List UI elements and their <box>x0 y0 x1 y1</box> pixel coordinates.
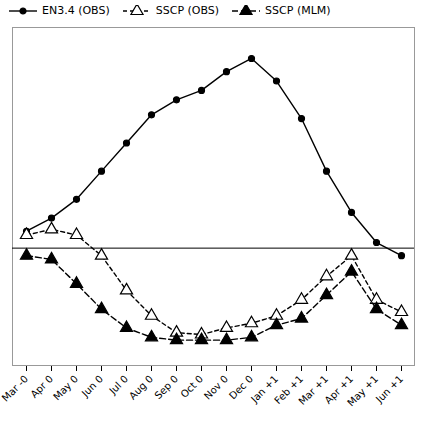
html-text:SSCP (MLM): SSCP (MLM) <box>265 4 331 17</box>
svg-text:Aug 0: Aug 0 <box>127 373 155 401</box>
svg-text:Sep 0: Sep 0 <box>152 373 180 401</box>
svg-text:May 0: May 0 <box>51 373 80 402</box>
svg-text:Feb +1: Feb +1 <box>272 373 306 407</box>
svg-text:May +1: May +1 <box>345 373 380 408</box>
svg-text:Mar -0: Mar -0 <box>0 373 30 403</box>
html-text:SSCP (OBS): SSCP (OBS) <box>155 4 220 17</box>
svg-text:Dec 0: Dec 0 <box>227 373 256 402</box>
svg-text:Jun +1: Jun +1 <box>373 373 405 405</box>
html-text:EN3.4 (OBS): EN3.4 (OBS) <box>42 4 110 17</box>
svg-text:Oct 0: Oct 0 <box>178 373 205 400</box>
svg-text:Jul 0: Jul 0 <box>107 373 131 397</box>
svg-text:Nov 0: Nov 0 <box>202 373 230 401</box>
svg-text:Apr 0: Apr 0 <box>28 373 56 400</box>
svg-text:Jan +1: Jan +1 <box>248 373 281 405</box>
svg-text:Jun 0: Jun 0 <box>79 373 105 399</box>
svg-text:Mar +1: Mar +1 <box>296 373 331 407</box>
svg-text:Apr +1: Apr +1 <box>322 373 356 406</box>
